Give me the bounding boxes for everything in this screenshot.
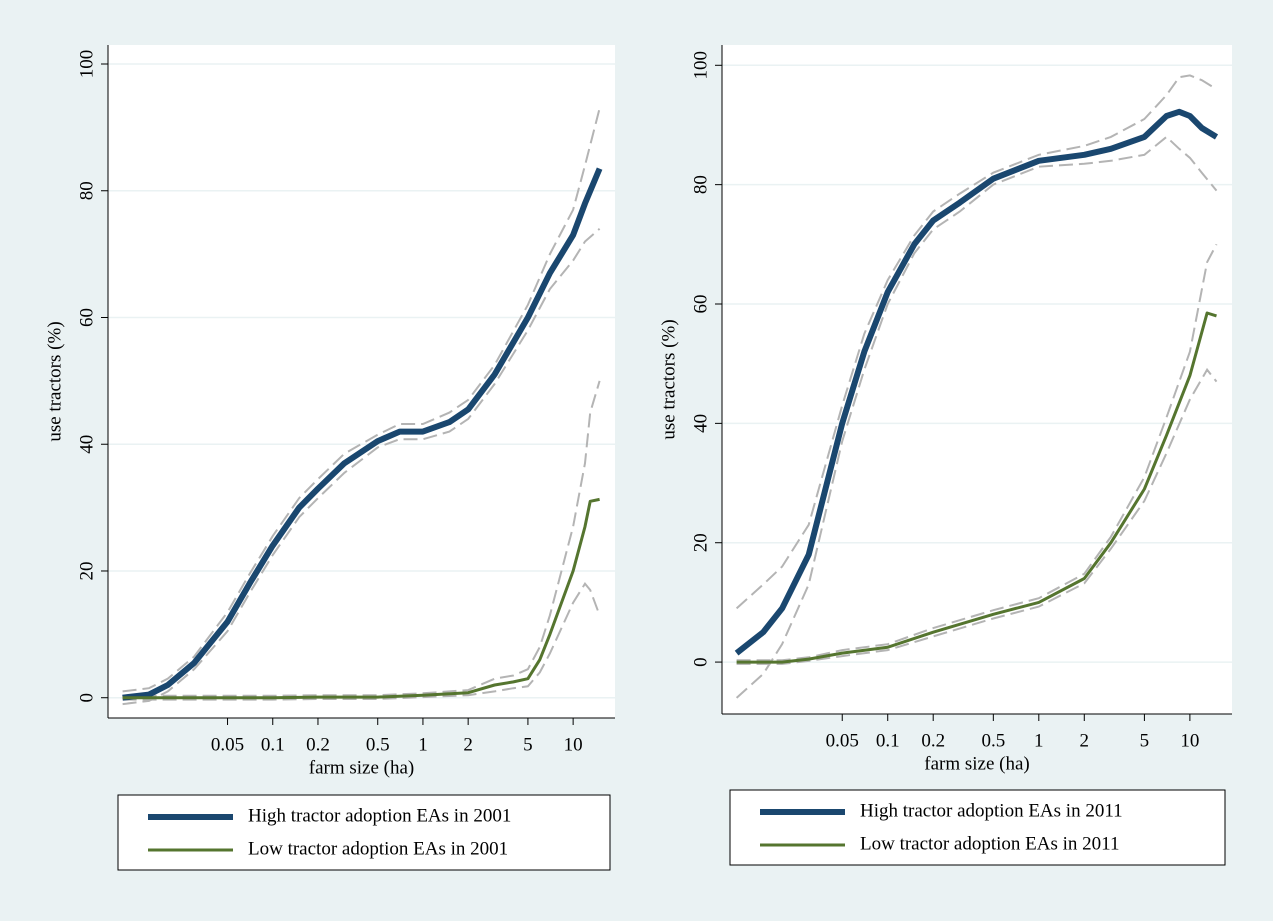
x-tick-label: 0.05 [211,734,244,755]
x-tick-label: 0.1 [876,730,900,751]
ci-line [122,380,601,697]
ci-line [122,581,601,701]
x-tick-label: 0.2 [921,730,945,751]
ci-line [735,74,1218,610]
x-tick-label: 5 [1140,730,1150,751]
x-tick-label: 5 [523,734,533,755]
y-tick-label: 100 [690,51,711,80]
legend-label: Low tractor adoption EAs in 2011 [860,833,1119,854]
ci-line [736,243,1218,662]
ci-line [122,228,601,706]
ci-line [122,108,601,693]
y-tick-label: 20 [690,533,711,552]
y-axis-title: use tractors (%) [658,319,679,439]
x-axis-title: farm size (ha) [309,757,415,778]
y-tick-label: 80 [690,175,711,194]
x-tick-label: 1 [1034,730,1044,751]
ci-line [736,367,1218,665]
x-tick-label: 2 [1080,730,1090,751]
series-line [122,167,603,701]
y-axis-title: use tractors (%) [44,321,65,441]
legend-label: Low tractor adoption EAs in 2001 [248,838,508,859]
y-tick-label: 60 [76,308,97,327]
series-line [122,497,600,700]
x-tick-label: 0.1 [261,734,285,755]
y-tick-label: 60 [690,295,711,314]
y-tick-label: 40 [76,435,97,454]
y-tick-label: 100 [76,50,97,79]
series-line [734,108,1219,656]
legend-box [729,789,1226,866]
legend-box [117,794,611,871]
x-tick-label: 10 [1180,730,1199,751]
x-tick-label: 0.05 [826,730,859,751]
x-tick-label: 0.2 [306,734,330,755]
x-tick-label: 2 [463,734,473,755]
legend-label: High tractor adoption EAs in 2001 [248,805,511,826]
series-line [736,311,1217,664]
plot-area [108,45,615,718]
x-axis-title: farm size (ha) [924,753,1030,774]
x-tick-label: 0.5 [981,730,1005,751]
plot-area [722,45,1232,714]
y-tick-label: 0 [690,657,711,667]
legend-label: High tractor adoption EAs in 2011 [860,800,1123,821]
y-tick-label: 20 [76,561,97,580]
ci-line [735,135,1218,699]
x-tick-label: 10 [564,734,583,755]
x-tick-label: 0.5 [366,734,390,755]
y-tick-label: 40 [690,414,711,433]
y-tick-label: 80 [76,181,97,200]
y-tick-label: 0 [76,693,97,703]
x-tick-label: 1 [418,734,428,755]
